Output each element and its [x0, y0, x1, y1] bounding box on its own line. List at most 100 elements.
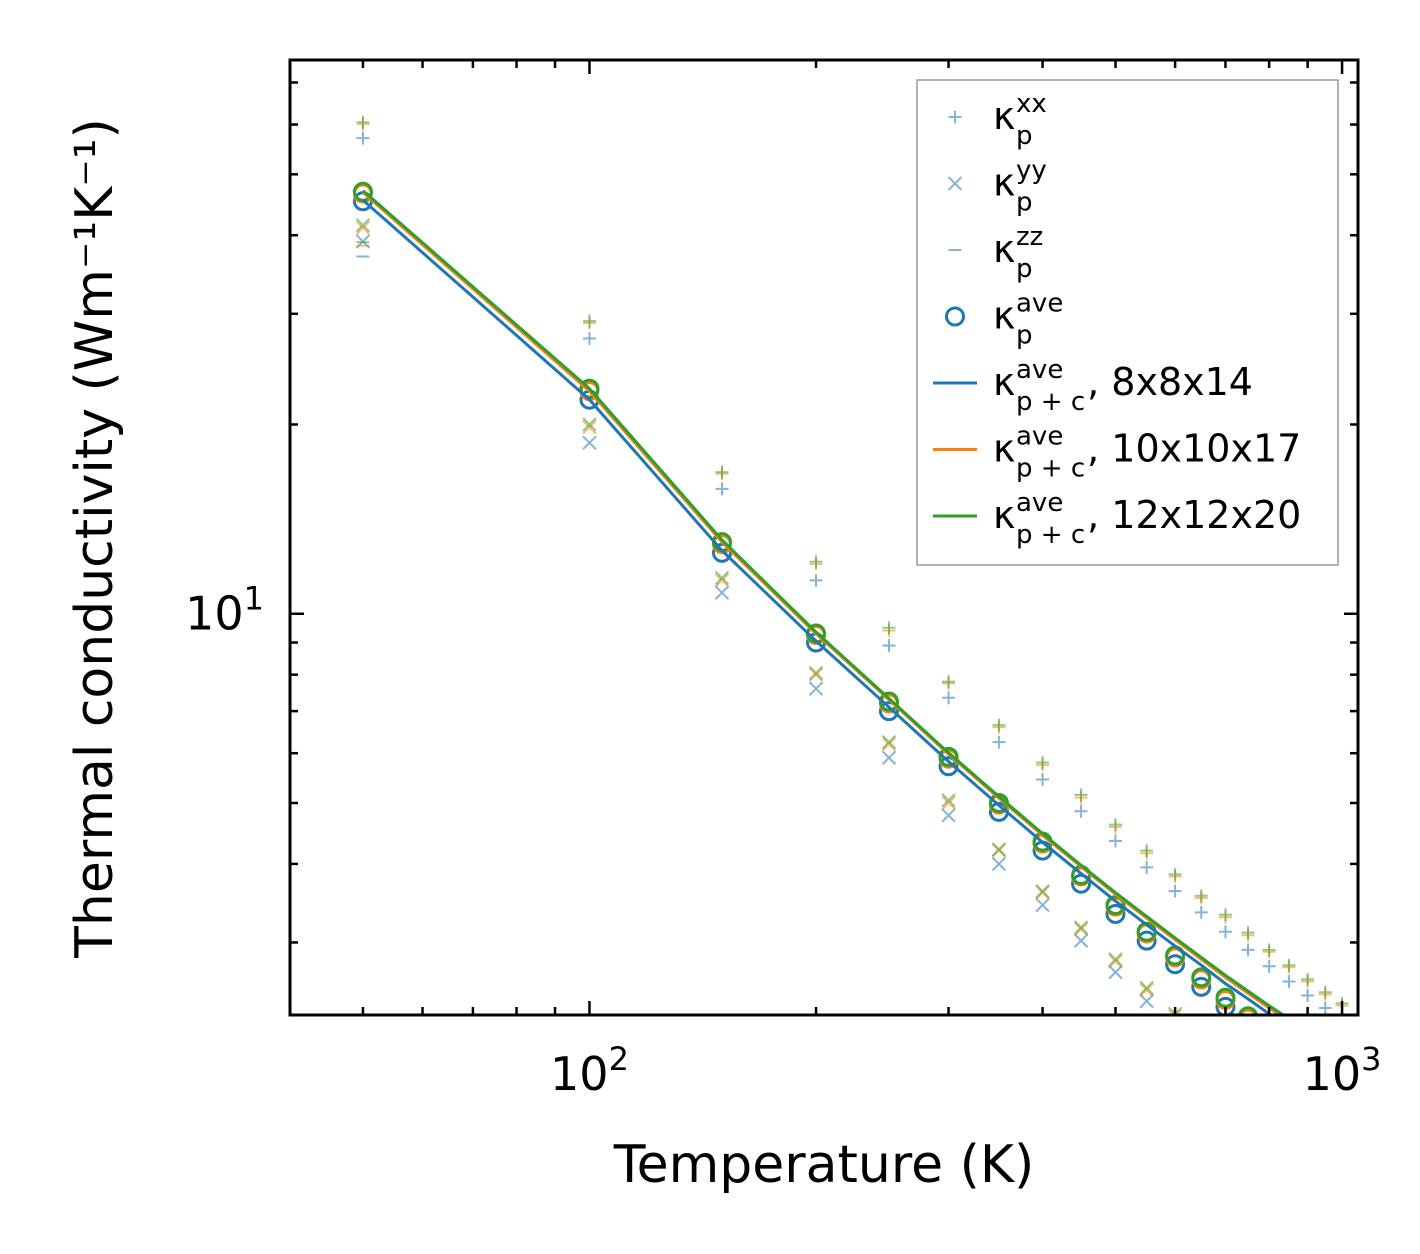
legend-superscript: ave [1016, 289, 1063, 319]
legend-label: κ [993, 427, 1015, 471]
data-point [1194, 905, 1208, 919]
data-point [881, 737, 897, 752]
data-point [714, 570, 730, 586]
data-point [1036, 772, 1050, 786]
data-point [808, 667, 824, 682]
legend-label: κ [993, 94, 1015, 138]
legend-box [916, 79, 1339, 566]
data-point [1035, 883, 1050, 899]
series-line [361, 189, 1287, 1015]
data-point [356, 115, 370, 129]
data-point [1262, 959, 1276, 973]
data-point [1074, 804, 1088, 818]
data-point [1168, 867, 1182, 881]
legend-marker [947, 176, 963, 191]
data-point [1105, 903, 1126, 924]
legend-label: κ [993, 493, 1015, 537]
data-point [1215, 996, 1236, 1015]
data-point [1168, 884, 1182, 898]
legend-superscript: ave [1016, 488, 1063, 518]
legend-entry: κ zzp [948, 222, 1043, 284]
series-plus-0 [356, 115, 1349, 1015]
data-point [1108, 954, 1123, 969]
data-point [579, 378, 600, 399]
legend-subscript: p [1016, 121, 1033, 151]
data-point [1241, 943, 1255, 957]
data-point [1238, 1006, 1258, 1015]
data-point [1035, 897, 1050, 913]
legend-entry: κ yyp [947, 156, 1047, 218]
legend-subscript: p [1016, 254, 1033, 284]
data-point [1139, 980, 1154, 996]
data-point [582, 420, 597, 435]
legend-superscript: xx [1016, 89, 1047, 119]
data-point [1318, 1001, 1332, 1015]
data-point [1282, 975, 1296, 989]
data-point [878, 701, 899, 722]
data-point [1139, 982, 1154, 998]
data-point [1140, 860, 1154, 874]
data-point [582, 314, 596, 328]
data-point [1218, 908, 1232, 922]
data-point [1073, 920, 1089, 935]
data-point [582, 417, 597, 432]
data-point [1073, 933, 1089, 948]
series-line [361, 198, 1274, 1015]
data-point [1241, 926, 1255, 940]
data-point [1262, 943, 1276, 957]
data-point [1105, 895, 1126, 916]
series-dash-2 [356, 241, 370, 258]
data-point [1136, 930, 1157, 951]
data-point [715, 482, 729, 496]
data-point [1282, 958, 1296, 972]
data-point [1165, 954, 1186, 975]
data-point [355, 220, 371, 236]
data-point [991, 842, 1007, 857]
series-line-6 [361, 189, 1287, 1015]
data-point [1108, 952, 1123, 967]
legend-superscript: yy [1016, 156, 1047, 186]
data-point [1215, 987, 1236, 1008]
legend-superscript: ave [1016, 355, 1063, 385]
series-line-4 [361, 198, 1274, 1015]
data-point [878, 691, 899, 712]
data-point [714, 585, 730, 600]
legend-label: κ [993, 360, 1015, 404]
legend-suffix: , 10x10x17 [1087, 427, 1301, 471]
data-point [1109, 834, 1123, 848]
legend-superscript: zz [1016, 222, 1043, 252]
data-point [992, 718, 1006, 732]
data-point [1073, 921, 1089, 937]
data-point [941, 793, 956, 808]
legend-marker [948, 110, 962, 124]
data-point [808, 665, 824, 681]
data-point [942, 691, 956, 705]
legend-label: κ [993, 294, 1015, 338]
legend-entry: κ xxp [948, 89, 1047, 151]
legend-suffix: , 8x8x14 [1087, 360, 1253, 404]
data-point [881, 734, 897, 750]
data-point [1301, 972, 1315, 986]
data-point [1035, 885, 1050, 900]
data-point [882, 621, 896, 635]
data-point [991, 856, 1007, 872]
legend-subscript: p [1016, 188, 1033, 218]
legend-superscript: ave [1016, 422, 1063, 452]
data-point [941, 808, 956, 823]
legend-marker [945, 306, 965, 327]
data-point [1108, 965, 1123, 980]
legend-suffix: , 12x12x20 [1087, 493, 1301, 537]
data-point [714, 573, 730, 588]
y-tick-label: 101 [185, 580, 264, 641]
data-point [582, 332, 596, 346]
axis-ticks: 102 103 101 [185, 60, 1382, 1101]
legend-subscript: p [1016, 321, 1033, 351]
x-tick-label: 103 [1303, 1040, 1382, 1101]
data-point [992, 735, 1006, 749]
data-point [1109, 818, 1123, 832]
data-point [938, 756, 959, 777]
